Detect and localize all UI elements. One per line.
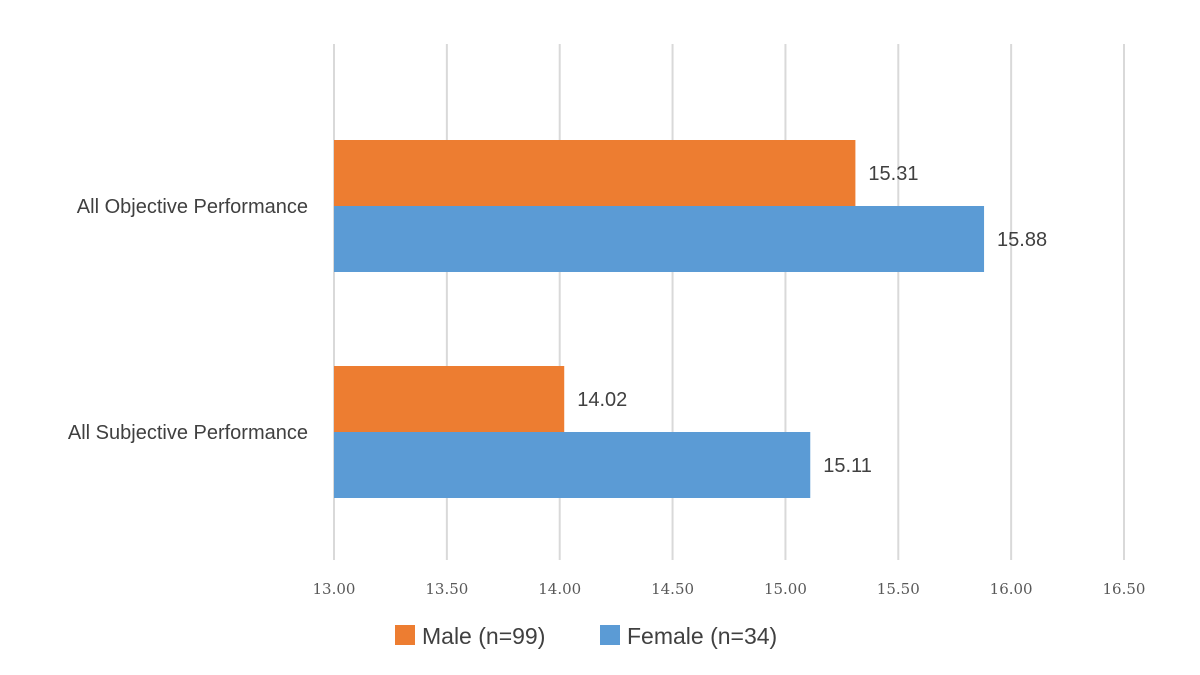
bar <box>334 432 811 498</box>
legend: Male (n=99) Female (n=34) <box>395 623 777 649</box>
x-tick-label: 15.00 <box>764 580 807 598</box>
x-tick-label: 13.50 <box>425 580 468 598</box>
bar <box>334 206 985 272</box>
bars <box>334 140 985 498</box>
data-label: 15.11 <box>823 455 872 477</box>
category-label: All Objective Performance <box>77 196 308 218</box>
x-tick-label: 16.00 <box>990 580 1033 598</box>
x-axis-ticks: 13.00 13.50 14.00 14.50 15.00 15.50 16.00 16.50 <box>313 580 1146 598</box>
data-label: 15.31 <box>868 163 918 185</box>
category-labels: All Objective Performance All Subjective … <box>68 196 308 444</box>
gridlines <box>333 44 1125 560</box>
x-tick-label: 15.50 <box>877 580 920 598</box>
x-tick-label: 14.50 <box>651 580 694 598</box>
legend-swatch <box>600 625 620 645</box>
data-labels: 15.31 15.88 14.02 15.11 <box>577 163 1047 477</box>
x-tick-label: 13.00 <box>313 580 356 598</box>
x-tick-label: 14.00 <box>538 580 581 598</box>
legend-label: Female (n=34) <box>627 623 777 649</box>
category-label: All Subjective Performance <box>68 422 308 444</box>
x-tick-label: 16.50 <box>1103 580 1146 598</box>
bar <box>334 366 565 432</box>
legend-swatch <box>395 625 415 645</box>
bar <box>334 140 856 206</box>
legend-label: Male (n=99) <box>422 623 545 649</box>
data-label: 15.88 <box>997 229 1047 251</box>
data-label: 14.02 <box>577 389 627 411</box>
